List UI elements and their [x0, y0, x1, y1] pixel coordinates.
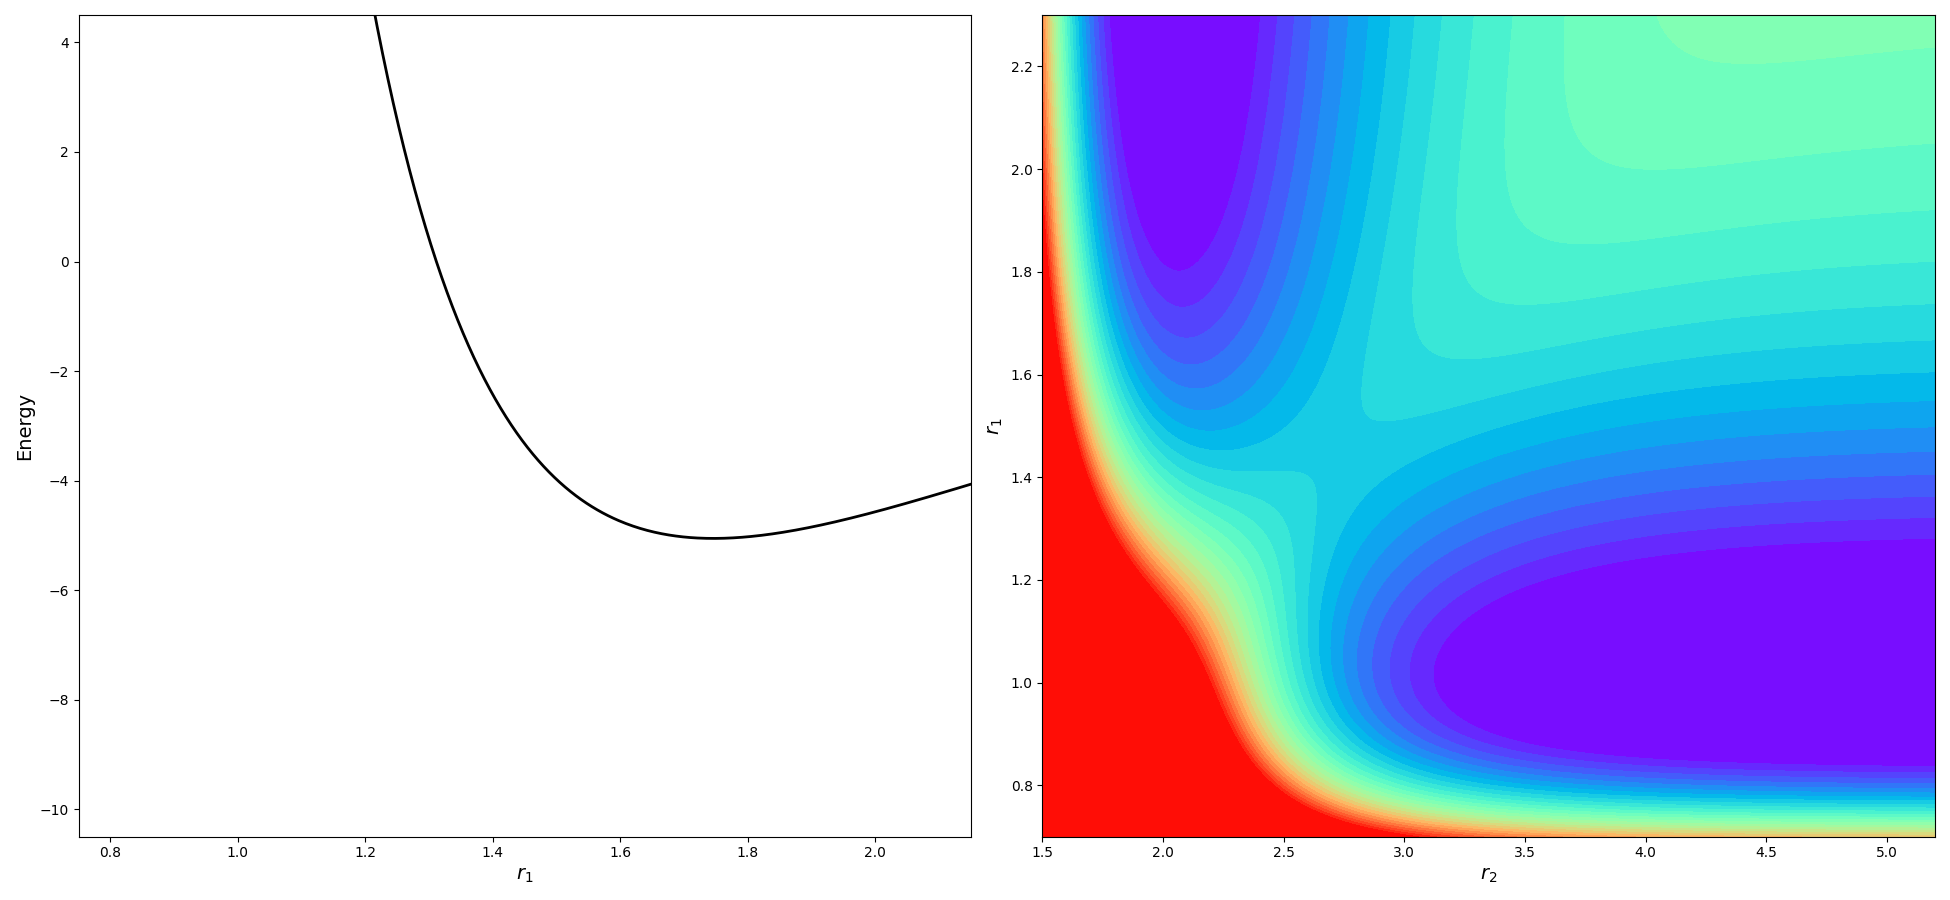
X-axis label: $r_2$: $r_2$	[1480, 866, 1498, 885]
X-axis label: $r_1$: $r_1$	[517, 866, 534, 885]
Y-axis label: Energy: Energy	[16, 392, 33, 460]
Y-axis label: $r_1$: $r_1$	[987, 418, 1004, 435]
